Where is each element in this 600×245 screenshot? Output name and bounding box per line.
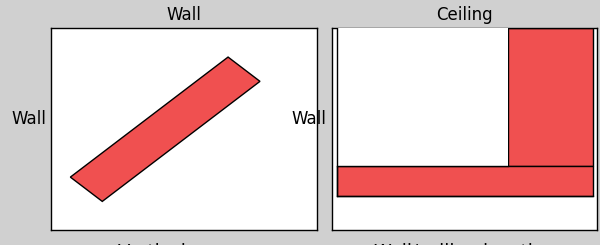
Text: Wall: Wall bbox=[166, 7, 201, 24]
Text: Wall: Wall bbox=[11, 110, 46, 128]
Bar bbox=[337, 166, 593, 196]
Text: Wall: Wall bbox=[292, 110, 326, 128]
Text: Ceiling: Ceiling bbox=[436, 7, 493, 24]
Text: Wall/ceiling junction: Wall/ceiling junction bbox=[374, 244, 555, 245]
Polygon shape bbox=[70, 57, 260, 201]
Bar bbox=[337, 28, 508, 166]
Bar bbox=[508, 28, 593, 166]
Text: Vertical corner: Vertical corner bbox=[118, 244, 250, 245]
